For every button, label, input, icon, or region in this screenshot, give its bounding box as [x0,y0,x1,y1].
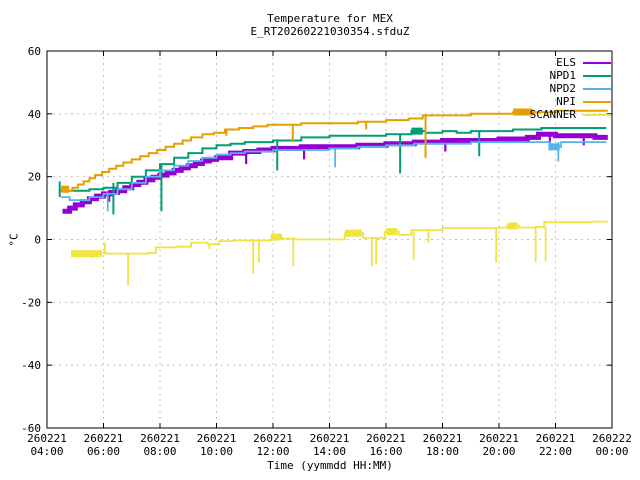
legend-row-els: ELS [556,56,611,69]
legend-row-npd1: NPD1 [549,69,611,82]
legend-row-npd2: NPD2 [549,82,611,95]
x-tick-label-date: 260221 [197,432,237,445]
y-tick-label: -20 [21,296,41,309]
series-els-line [62,131,608,214]
x-tick-label-date: 260222 [592,432,632,445]
x-tick-label-time: 14:00 [313,445,346,458]
legend-label-scanner: SCANNER [529,108,576,121]
legend-row-scanner: SCANNER [529,108,611,121]
x-tick-label-date: 260221 [423,432,463,445]
x-axis-label: Time (yymmdd HH:MM) [267,459,393,472]
x-tick-label-time: 06:00 [87,445,120,458]
legend-label-els: ELS [556,56,576,69]
legend-line-sample-npd1 [583,75,611,77]
x-tick-label-time: 10:00 [200,445,233,458]
x-tick-label-time: 04:00 [30,445,63,458]
legend-label-npd2: NPD2 [549,82,577,95]
legend-line-sample-els [583,62,611,64]
y-tick-label: 40 [28,108,41,121]
series-npd2-line [61,141,607,202]
x-tick-label-date: 260221 [310,432,350,445]
x-tick-label-date: 260221 [366,432,406,445]
legend-label-npd1: NPD1 [549,69,577,82]
x-tick-label-time: 12:00 [256,445,289,458]
y-tick-label: -40 [21,359,41,372]
x-tick-label-time: 16:00 [369,445,402,458]
series-npi-line [61,109,608,192]
chart-title: Temperature for MEX [267,12,393,25]
legend-label-npi: NPI [556,95,576,108]
x-tick-label-date: 260221 [140,432,180,445]
x-tick-label-date: 260221 [253,432,293,445]
x-tick-label-time: 00:00 [595,445,628,458]
x-tick-label-time: 18:00 [426,445,459,458]
y-tick-label: 0 [34,234,41,247]
x-tick-label-time: 20:00 [482,445,515,458]
x-tick-label-time: 08:00 [143,445,176,458]
y-tick-label: -60 [21,422,41,435]
x-tick-label-time: 22:00 [539,445,572,458]
legend-line-sample-npd2 [583,88,611,90]
legend-row-npi: NPI [556,95,611,108]
y-tick-label: 60 [28,45,41,58]
x-tick-label-date: 260221 [536,432,576,445]
x-tick-label-date: 260221 [27,432,67,445]
series-scanner-line [71,220,608,255]
x-tick-label-date: 260221 [479,432,519,445]
legend-line-sample-scanner [583,114,611,116]
x-tick-label-date: 260221 [84,432,124,445]
legend-line-sample-npi [583,101,611,103]
legend: ELS NPD1 NPD2 NPI SCANNER [529,56,611,121]
y-tick-label: 20 [28,171,41,184]
chart-subtitle: E_RT20260221030354.sfduZ [250,25,410,38]
series-npd1-line [59,127,607,192]
